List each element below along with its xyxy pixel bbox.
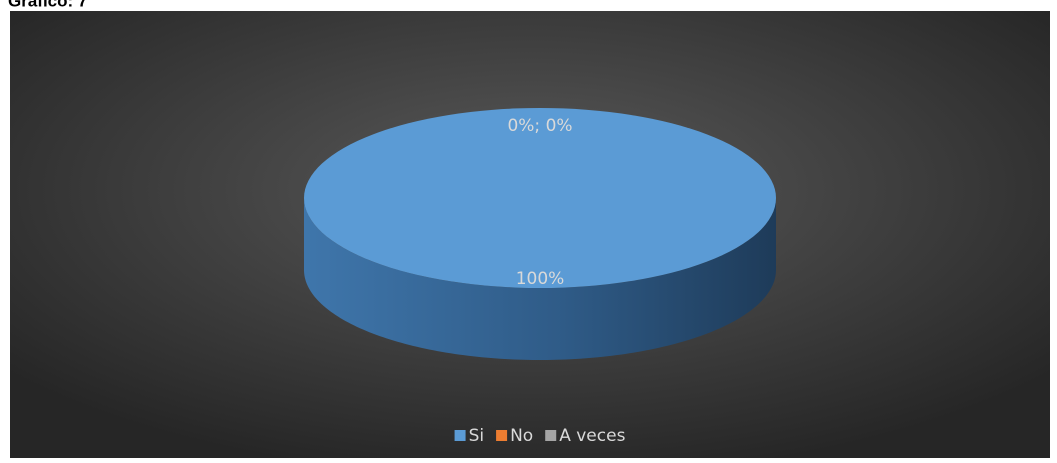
legend: Si No A veces [454, 426, 626, 446]
data-label-part: 0% [546, 116, 573, 136]
data-label: 100% [516, 269, 565, 289]
pie-side [304, 198, 776, 360]
legend-label: No [510, 426, 533, 446]
chart-title: Gráfico: 7 [8, 0, 87, 10]
legend-label: A veces [559, 426, 625, 446]
legend-swatch [454, 430, 466, 441]
legend-label: Si [469, 426, 485, 446]
pie-slice [304, 108, 776, 288]
legend-swatch [496, 430, 508, 441]
data-label-part: 100% [516, 269, 565, 289]
label-separator: ; [534, 116, 545, 136]
data-label-part: 0% [507, 116, 534, 136]
legend-swatch [545, 430, 557, 441]
data-label: 0%; 0% [507, 116, 572, 136]
